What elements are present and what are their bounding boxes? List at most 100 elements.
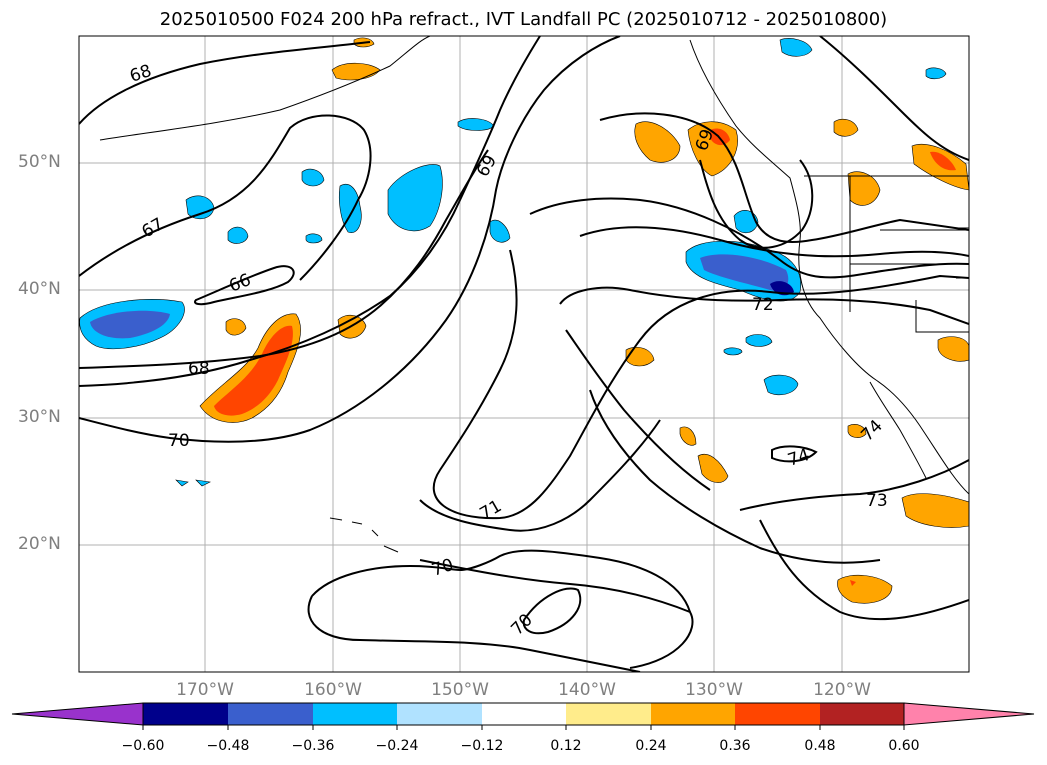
contour-label: 69 [473, 152, 501, 181]
colorbar-tick-label: −0.12 [460, 738, 504, 754]
colorbar-tick-label: −0.48 [206, 738, 250, 754]
lat-label: 50°N [18, 152, 61, 172]
positive-patch-jet-core [214, 325, 293, 416]
alaska-coast [99, 36, 431, 141]
contour-74-east [759, 519, 969, 621]
colorbar-extend-high [903, 702, 1035, 726]
colorbar-tick-label: −0.24 [375, 738, 419, 754]
negative-patch-small-7 [763, 374, 799, 396]
colorbar-tick-label: 0.60 [888, 738, 920, 754]
contour-label: 66 [226, 270, 254, 297]
colorbar-tick-label: 0.12 [550, 738, 582, 754]
contour-label: 70 [429, 555, 456, 581]
map-frame [78, 35, 970, 673]
state-borders [804, 175, 969, 333]
colorbar-extend-low [11, 702, 144, 726]
negative-patch-small-2 [227, 226, 249, 244]
negative-patch-small-1 [185, 195, 215, 220]
colorbar-tick-label: −0.60 [121, 738, 165, 754]
negative-patch-midpac [387, 164, 443, 232]
baja-coast [869, 381, 927, 479]
positive-patch-idaho [847, 171, 881, 206]
hawaii-islands [329, 517, 399, 553]
positive-patch-south [837, 574, 893, 604]
positive-patch-small-4 [225, 318, 247, 336]
positive-patch-bc [634, 121, 681, 163]
positive-patch-mexico [901, 493, 969, 528]
contour-72 [559, 286, 969, 325]
lat-label: 30°N [18, 407, 61, 427]
contour-69-loop [699, 159, 814, 249]
positive-patch-small-5 [331, 62, 381, 81]
negative-patch-small-6 [733, 210, 759, 234]
contour-66 [194, 265, 295, 306]
colorbar-segment [482, 703, 566, 725]
contour-71-inner [589, 389, 881, 564]
colorbar-segment [566, 703, 651, 725]
positive-patch-south-core [850, 580, 856, 586]
contour-west-lower [307, 595, 641, 672]
colorbar-segment [313, 703, 397, 725]
colorbar-segment [143, 703, 228, 725]
contour-70-loop-small [522, 587, 582, 635]
contour-70-west [79, 36, 541, 387]
colorbar-tick-label: 0.24 [635, 738, 667, 754]
coastlines [99, 36, 969, 553]
refractivity-contours [79, 36, 969, 672]
lon-label: 170°W [176, 680, 234, 700]
positive-patch-small-6 [833, 118, 859, 137]
contour-label: 68 [127, 61, 154, 87]
colorbar-tick-label: −0.36 [291, 738, 335, 754]
negative-patch-160w [338, 184, 362, 233]
lon-label: 140°W [558, 680, 616, 700]
map-title: 2025010500 F024 200 hPa refract., IVT La… [159, 9, 888, 30]
contour-label: 72 [752, 295, 774, 315]
contour-70-south [79, 36, 621, 443]
negative-patch-small-4 [489, 219, 511, 243]
negative-patch-small-8 [745, 334, 773, 347]
north-america-coast [689, 39, 969, 495]
ivt-fill-patches [79, 37, 969, 604]
contour-label: 70 [168, 431, 190, 451]
positive-patch-small-7 [847, 424, 867, 438]
lat-label: 20°N [18, 534, 61, 554]
negative-patch-ca-core [700, 254, 789, 291]
negative-patch-small-5 [457, 118, 495, 131]
colorbar [11, 702, 1035, 730]
colorbar-segment [651, 703, 735, 725]
positive-patch-small-1 [625, 347, 655, 367]
positive-patch-small-2 [679, 426, 697, 446]
colorbar-frame [142, 702, 905, 726]
negative-patch-small-11 [305, 233, 323, 244]
positive-patch-montana-core [930, 151, 956, 171]
negative-patch-small-13 [175, 479, 211, 487]
contour-label: 68 [188, 359, 210, 379]
contour-72-inner [565, 329, 711, 491]
contour-68-mid [79, 149, 489, 369]
contour-69-east [819, 36, 969, 161]
contour-69 [599, 112, 969, 243]
colorbar-tick-label: 0.36 [719, 738, 751, 754]
negative-patch-small-9 [779, 38, 813, 57]
contour-68-north [79, 41, 371, 125]
contour-73-south [739, 459, 969, 511]
positive-patch-montana [911, 144, 969, 191]
contour-67 [79, 114, 372, 281]
lon-label: 150°W [431, 680, 489, 700]
contour-71 [432, 249, 969, 520]
lon-label: 130°W [685, 680, 743, 700]
lon-label: 160°W [304, 680, 362, 700]
colorbar-segment [820, 703, 904, 725]
contour-71-b [529, 197, 969, 279]
lon-label: 120°W [813, 680, 871, 700]
contour-label: 74 [857, 416, 886, 445]
colorbar-segment [735, 703, 820, 725]
contour-label: 71 [477, 496, 506, 524]
contour-73 [419, 559, 694, 669]
colorbar-segment [228, 703, 313, 725]
negative-patch-small-3 [301, 168, 325, 187]
contour-label: 73 [866, 491, 888, 511]
positive-patch-130w [697, 454, 729, 483]
contour-74-loop [771, 445, 818, 463]
